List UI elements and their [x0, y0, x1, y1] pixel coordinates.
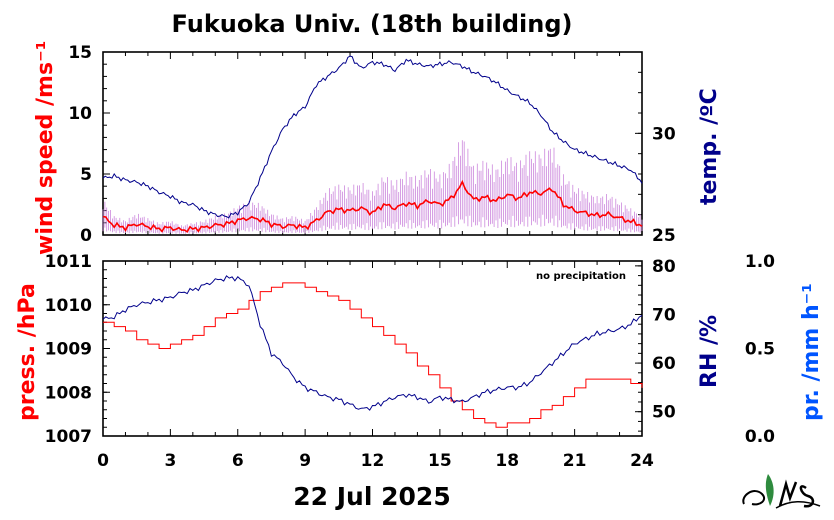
x-tick-label: 6 [232, 451, 244, 471]
precip-axis-label: pr. /mm h⁻¹ [799, 283, 824, 421]
rh-axis-label: RH /% [697, 315, 722, 388]
humidity-line [102, 275, 643, 411]
x-tick-label: 0 [97, 451, 109, 471]
x-tick-label: 18 [495, 451, 519, 471]
top-panel: 0 5 10 15 25 30 wind speed /ms⁻¹ temp. /ºC [33, 41, 722, 255]
x-tick-labels: 0 3 6 9 12 15 18 21 24 [97, 451, 654, 471]
y-tick-label: 1008 [45, 383, 92, 403]
y-tick-label: 15 [68, 43, 92, 63]
y-tick-label: 5 [80, 165, 92, 185]
y-tick-label: 30 [652, 124, 676, 144]
y-tick-label: 50 [652, 403, 676, 423]
x-tick-label: 12 [361, 451, 385, 471]
y-tick-label: 70 [652, 305, 676, 325]
pressure-axis-ticks: 1007 1008 1009 1010 1011 [45, 252, 110, 447]
wind-axis-label: wind speed /ms⁻¹ [33, 41, 58, 255]
x-tick-label: 21 [563, 451, 587, 471]
y-tick-label: 1009 [45, 340, 92, 360]
y-tick-label: 60 [652, 354, 676, 374]
x-tick-label: 9 [299, 451, 311, 471]
y-tick-label: 1010 [45, 296, 92, 316]
x-tick-label: 24 [630, 451, 654, 471]
bottom-x-ticks [102, 261, 643, 436]
y-tick-label: 1007 [45, 427, 92, 447]
bottom-series [102, 275, 643, 428]
y-tick-label: 80 [652, 257, 676, 277]
pressure-line [103, 282, 643, 428]
rh-axis-ticks: 50 60 70 80 [635, 257, 676, 432]
temp-axis-label: temp. /ºC [697, 88, 722, 205]
precip-tick-label: 0.5 [745, 340, 775, 360]
date-label: 22 Jul 2025 [293, 482, 450, 511]
institution-logo [742, 474, 821, 509]
wind-gust-trace [102, 140, 643, 234]
x-tick-label: 3 [164, 451, 176, 471]
chart-title: Fukuoka Univ. (18th building) [172, 10, 573, 38]
x-tick-label: 15 [428, 451, 452, 471]
temperature-line [102, 55, 643, 219]
precip-tick-label: 1.0 [745, 252, 775, 272]
pressure-axis-label: press. /hPa [15, 283, 40, 421]
y-tick-label: 25 [652, 226, 676, 246]
bottom-plot-frame [102, 260, 643, 437]
top-x-ticks [102, 52, 643, 235]
y-tick-label: 1011 [45, 252, 92, 272]
precip-axis-ticks: 0.0 0.5 1.0 [745, 252, 775, 447]
top-series [102, 55, 643, 233]
wind-gust-line [102, 140, 643, 234]
precip-tick-label: 0.0 [745, 427, 775, 447]
temp-axis-ticks: 25 30 [635, 51, 676, 246]
wind-axis-ticks: 0 5 10 15 [68, 43, 110, 246]
no-precipitation-note: no precipitation [536, 271, 626, 282]
y-tick-label: 0 [80, 226, 92, 246]
wind-speed-line [102, 179, 643, 233]
y-tick-label: 10 [68, 104, 92, 124]
